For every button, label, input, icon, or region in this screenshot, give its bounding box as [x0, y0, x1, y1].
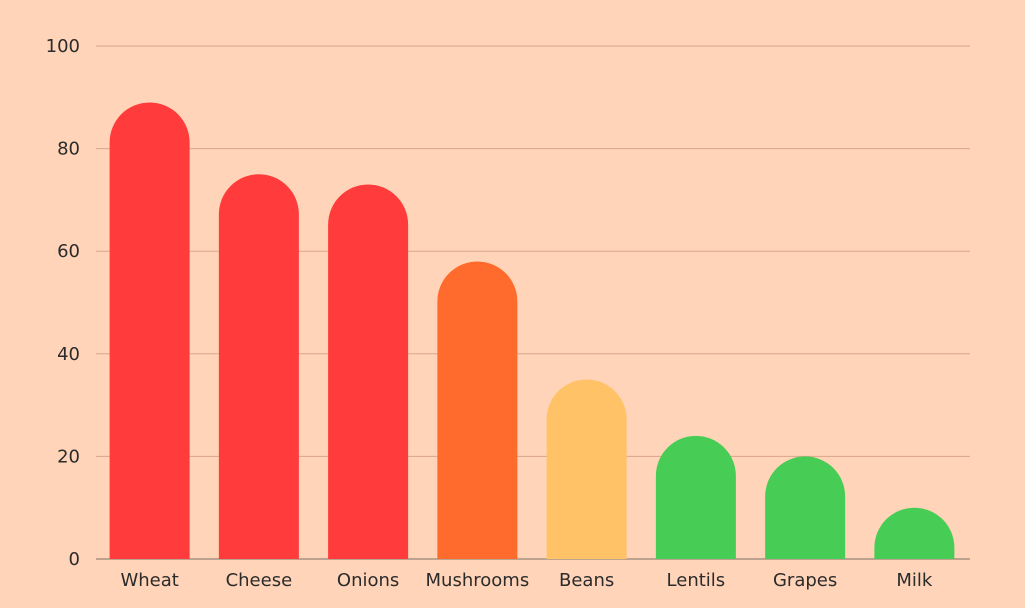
bar-mushrooms [437, 261, 518, 559]
y-tick-label: 0 [69, 549, 80, 570]
x-tick-label: Milk [896, 570, 933, 591]
y-tick-label: 100 [46, 36, 80, 57]
x-tick-label: Mushrooms [426, 570, 530, 591]
y-tick-label: 40 [57, 344, 80, 365]
x-tick-label: Onions [337, 570, 399, 591]
bar-wheat [109, 102, 190, 559]
bar-lentils [655, 435, 736, 559]
bar-grapes [765, 456, 846, 559]
y-axis-ticks: 0 20 40 60 80 100 [46, 36, 80, 570]
x-tick-label: Cheese [226, 570, 293, 591]
x-tick-label: Beans [559, 570, 614, 591]
bar-beans [546, 379, 627, 559]
x-axis-labels: Wheat Cheese Onions Mushrooms Beans Lentils Gr… [120, 570, 932, 591]
bar-onions [328, 184, 409, 559]
x-tick-label: Wheat [120, 570, 178, 591]
y-tick-label: 20 [57, 446, 80, 467]
y-tick-label: 60 [57, 241, 80, 262]
y-tick-label: 80 [57, 139, 80, 160]
bar-milk [874, 507, 955, 559]
bars [109, 102, 955, 560]
x-tick-label: Grapes [773, 570, 837, 591]
bar-cheese [218, 174, 299, 560]
x-tick-label: Lentils [667, 570, 726, 591]
